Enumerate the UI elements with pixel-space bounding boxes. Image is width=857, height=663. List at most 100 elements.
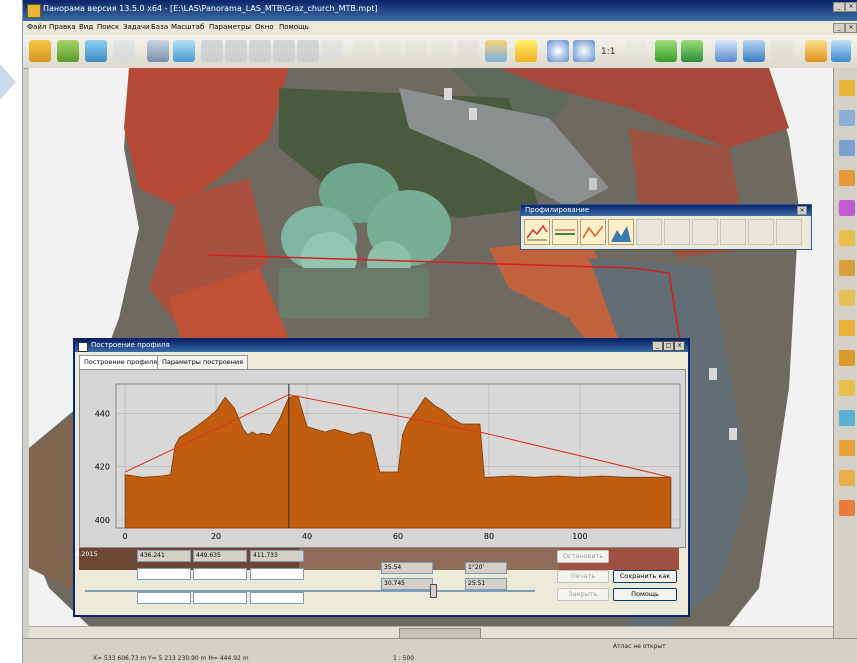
menu-item-parameters[interactable]: Параметры: [209, 23, 251, 31]
doc-minimize-button[interactable]: _: [833, 23, 845, 33]
move-icon[interactable]: [431, 40, 453, 62]
field-4[interactable]: 35.54: [381, 562, 433, 574]
close-button[interactable]: ×: [845, 2, 857, 12]
right-tool-2-icon[interactable]: [839, 110, 855, 126]
edit-tool-icon[interactable]: [379, 40, 401, 62]
lightning-icon[interactable]: [515, 40, 537, 62]
select-tool-icon[interactable]: [353, 40, 375, 62]
right-tool-5-icon[interactable]: [839, 200, 855, 216]
menu-item-file[interactable]: Файл: [27, 23, 47, 31]
help-button[interactable]: Помощь: [613, 588, 677, 601]
tool-c-icon[interactable]: [249, 40, 271, 62]
profile-tool-7-icon[interactable]: [692, 219, 718, 245]
minimize-button[interactable]: _: [833, 2, 845, 12]
pointer-icon[interactable]: [715, 40, 737, 62]
field-3-lower[interactable]: [250, 568, 304, 580]
right-tool-11-icon[interactable]: [839, 380, 855, 396]
right-tool-13-icon[interactable]: [839, 440, 855, 456]
right-tool-8-icon[interactable]: [839, 290, 855, 306]
menu-item-search[interactable]: Поиск: [97, 23, 120, 31]
field-1-bottom[interactable]: [137, 592, 191, 604]
open-folder-icon[interactable]: [29, 40, 51, 62]
add-data-icon[interactable]: [85, 40, 107, 62]
menu-item-database[interactable]: База: [151, 23, 169, 31]
field-3[interactable]: 411.733: [250, 550, 304, 562]
print-button[interactable]: Печать: [557, 570, 609, 583]
right-tool-4-icon[interactable]: [839, 170, 855, 186]
field-2-lower[interactable]: [193, 568, 247, 580]
profiling-panel-title: Профилирование: [525, 206, 590, 214]
menu-item-help[interactable]: Помощь: [279, 23, 309, 31]
right-tool-15-icon[interactable]: [839, 500, 855, 516]
right-tool-10-icon[interactable]: [839, 350, 855, 366]
check-icon[interactable]: [655, 40, 677, 62]
zoom-in-icon[interactable]: [573, 40, 595, 62]
menu-item-tasks[interactable]: Задачи: [123, 23, 150, 31]
field-1-lower[interactable]: [137, 568, 191, 580]
profile-tool-10-icon[interactable]: [776, 219, 802, 245]
field-1[interactable]: 436.241: [137, 550, 191, 562]
bottom-slider-thumb[interactable]: [430, 584, 437, 598]
right-tool-14-icon[interactable]: [839, 470, 855, 486]
status-scale: 1 : 500: [393, 655, 415, 662]
field-6[interactable]: 30.745: [381, 578, 433, 590]
profile-line-icon[interactable]: [524, 219, 550, 245]
tools-icon[interactable]: [805, 40, 827, 62]
field-3-bottom[interactable]: [250, 592, 304, 604]
add-point-icon[interactable]: [405, 40, 427, 62]
profile-tool-9-icon[interactable]: [748, 219, 774, 245]
profiling-panel-close-button[interactable]: ×: [797, 206, 807, 215]
menu-item-edit[interactable]: Правка: [49, 23, 76, 31]
delete-icon[interactable]: [457, 40, 479, 62]
window-icon[interactable]: [743, 40, 765, 62]
back-arrow-icon[interactable]: [681, 40, 703, 62]
field-7[interactable]: 25.51: [465, 578, 507, 590]
table-icon[interactable]: [321, 40, 343, 62]
field-2-bottom[interactable]: [193, 592, 247, 604]
tab-build-profile[interactable]: Построение профиля: [79, 355, 163, 370]
close-dialog-button[interactable]: Закрыть: [557, 588, 609, 601]
profile-section-icon[interactable]: [580, 219, 606, 245]
copy-icon[interactable]: [771, 40, 793, 62]
menu-item-scale[interactable]: Масштаб: [171, 23, 205, 31]
palette-icon[interactable]: [485, 40, 507, 62]
field-5[interactable]: 1°20': [465, 562, 507, 574]
tool-a-icon[interactable]: [201, 40, 223, 62]
open-map-icon[interactable]: [57, 40, 79, 62]
right-tool-9-icon[interactable]: [839, 320, 855, 336]
object-icon[interactable]: [173, 40, 195, 62]
right-tool-1-icon[interactable]: [839, 80, 855, 96]
status-bar: X= 533 606.73 m Y= 5 213 230.90 m H= 444…: [23, 638, 857, 663]
layers-icon[interactable]: [147, 40, 169, 62]
profile-tool-8-icon[interactable]: [720, 219, 746, 245]
apply-button[interactable]: Остановить: [557, 550, 609, 563]
dialog-maximize-button[interactable]: □: [663, 341, 674, 351]
zoom-out-icon[interactable]: [547, 40, 569, 62]
profile-multi-icon[interactable]: [552, 219, 578, 245]
tab-build-parameters[interactable]: Параметры построения: [157, 355, 249, 369]
tool-b-icon[interactable]: [225, 40, 247, 62]
right-tool-12-icon[interactable]: [839, 410, 855, 426]
bottom-slider-track[interactable]: [85, 590, 535, 592]
extra-icon[interactable]: [831, 40, 851, 62]
tool-d-icon[interactable]: [273, 40, 295, 62]
x-tick-label-2: 40: [302, 532, 312, 541]
right-tool-6-icon[interactable]: [839, 230, 855, 246]
field-2[interactable]: 449.635: [193, 550, 247, 562]
profile-tool-6-icon[interactable]: [664, 219, 690, 245]
profile-tool-5-icon[interactable]: [636, 219, 662, 245]
fit-extent-icon[interactable]: [625, 40, 647, 62]
right-tool-7-icon[interactable]: [839, 260, 855, 276]
profile-terrain-icon[interactable]: [608, 219, 634, 245]
zoom-ratio-label[interactable]: 1:1: [601, 47, 616, 57]
menu-item-view[interactable]: Вид: [79, 23, 94, 31]
dialog-close-button[interactable]: ×: [674, 341, 685, 351]
status-coordinates: X= 533 606.73 m Y= 5 213 230.90 m H= 444…: [93, 655, 249, 662]
dialog-minimize-button[interactable]: _: [652, 341, 663, 351]
tool-e-icon[interactable]: [297, 40, 319, 62]
save-as-button[interactable]: Сохранить как: [613, 570, 677, 583]
doc-close-button[interactable]: ×: [845, 23, 857, 33]
menu-item-window[interactable]: Окно: [255, 23, 274, 31]
right-tool-3-icon[interactable]: [839, 140, 855, 156]
close-data-icon[interactable]: [113, 40, 135, 62]
